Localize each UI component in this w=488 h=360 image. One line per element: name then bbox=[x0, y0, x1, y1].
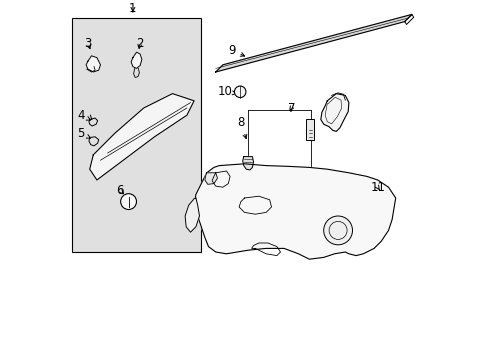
Circle shape bbox=[121, 194, 136, 210]
Text: 8: 8 bbox=[237, 116, 246, 139]
Circle shape bbox=[323, 216, 352, 245]
Text: 6: 6 bbox=[116, 184, 124, 197]
Polygon shape bbox=[194, 164, 395, 259]
Polygon shape bbox=[242, 157, 253, 170]
Text: 11: 11 bbox=[369, 181, 385, 194]
Bar bbox=[306, 119, 314, 140]
Polygon shape bbox=[89, 137, 99, 146]
Polygon shape bbox=[131, 52, 142, 68]
Polygon shape bbox=[320, 94, 348, 131]
Polygon shape bbox=[89, 94, 194, 180]
Polygon shape bbox=[204, 173, 217, 184]
Text: 7: 7 bbox=[287, 102, 294, 114]
Text: 4: 4 bbox=[77, 109, 90, 122]
Polygon shape bbox=[86, 56, 101, 72]
Text: 2: 2 bbox=[136, 37, 143, 50]
Text: 1: 1 bbox=[129, 3, 136, 15]
Text: 9: 9 bbox=[228, 44, 244, 57]
Text: 3: 3 bbox=[84, 37, 91, 50]
Polygon shape bbox=[215, 14, 411, 72]
Text: 10: 10 bbox=[217, 85, 236, 98]
Circle shape bbox=[234, 86, 245, 98]
Text: 5: 5 bbox=[77, 127, 90, 140]
Bar bbox=[72, 18, 201, 252]
Polygon shape bbox=[185, 198, 199, 232]
